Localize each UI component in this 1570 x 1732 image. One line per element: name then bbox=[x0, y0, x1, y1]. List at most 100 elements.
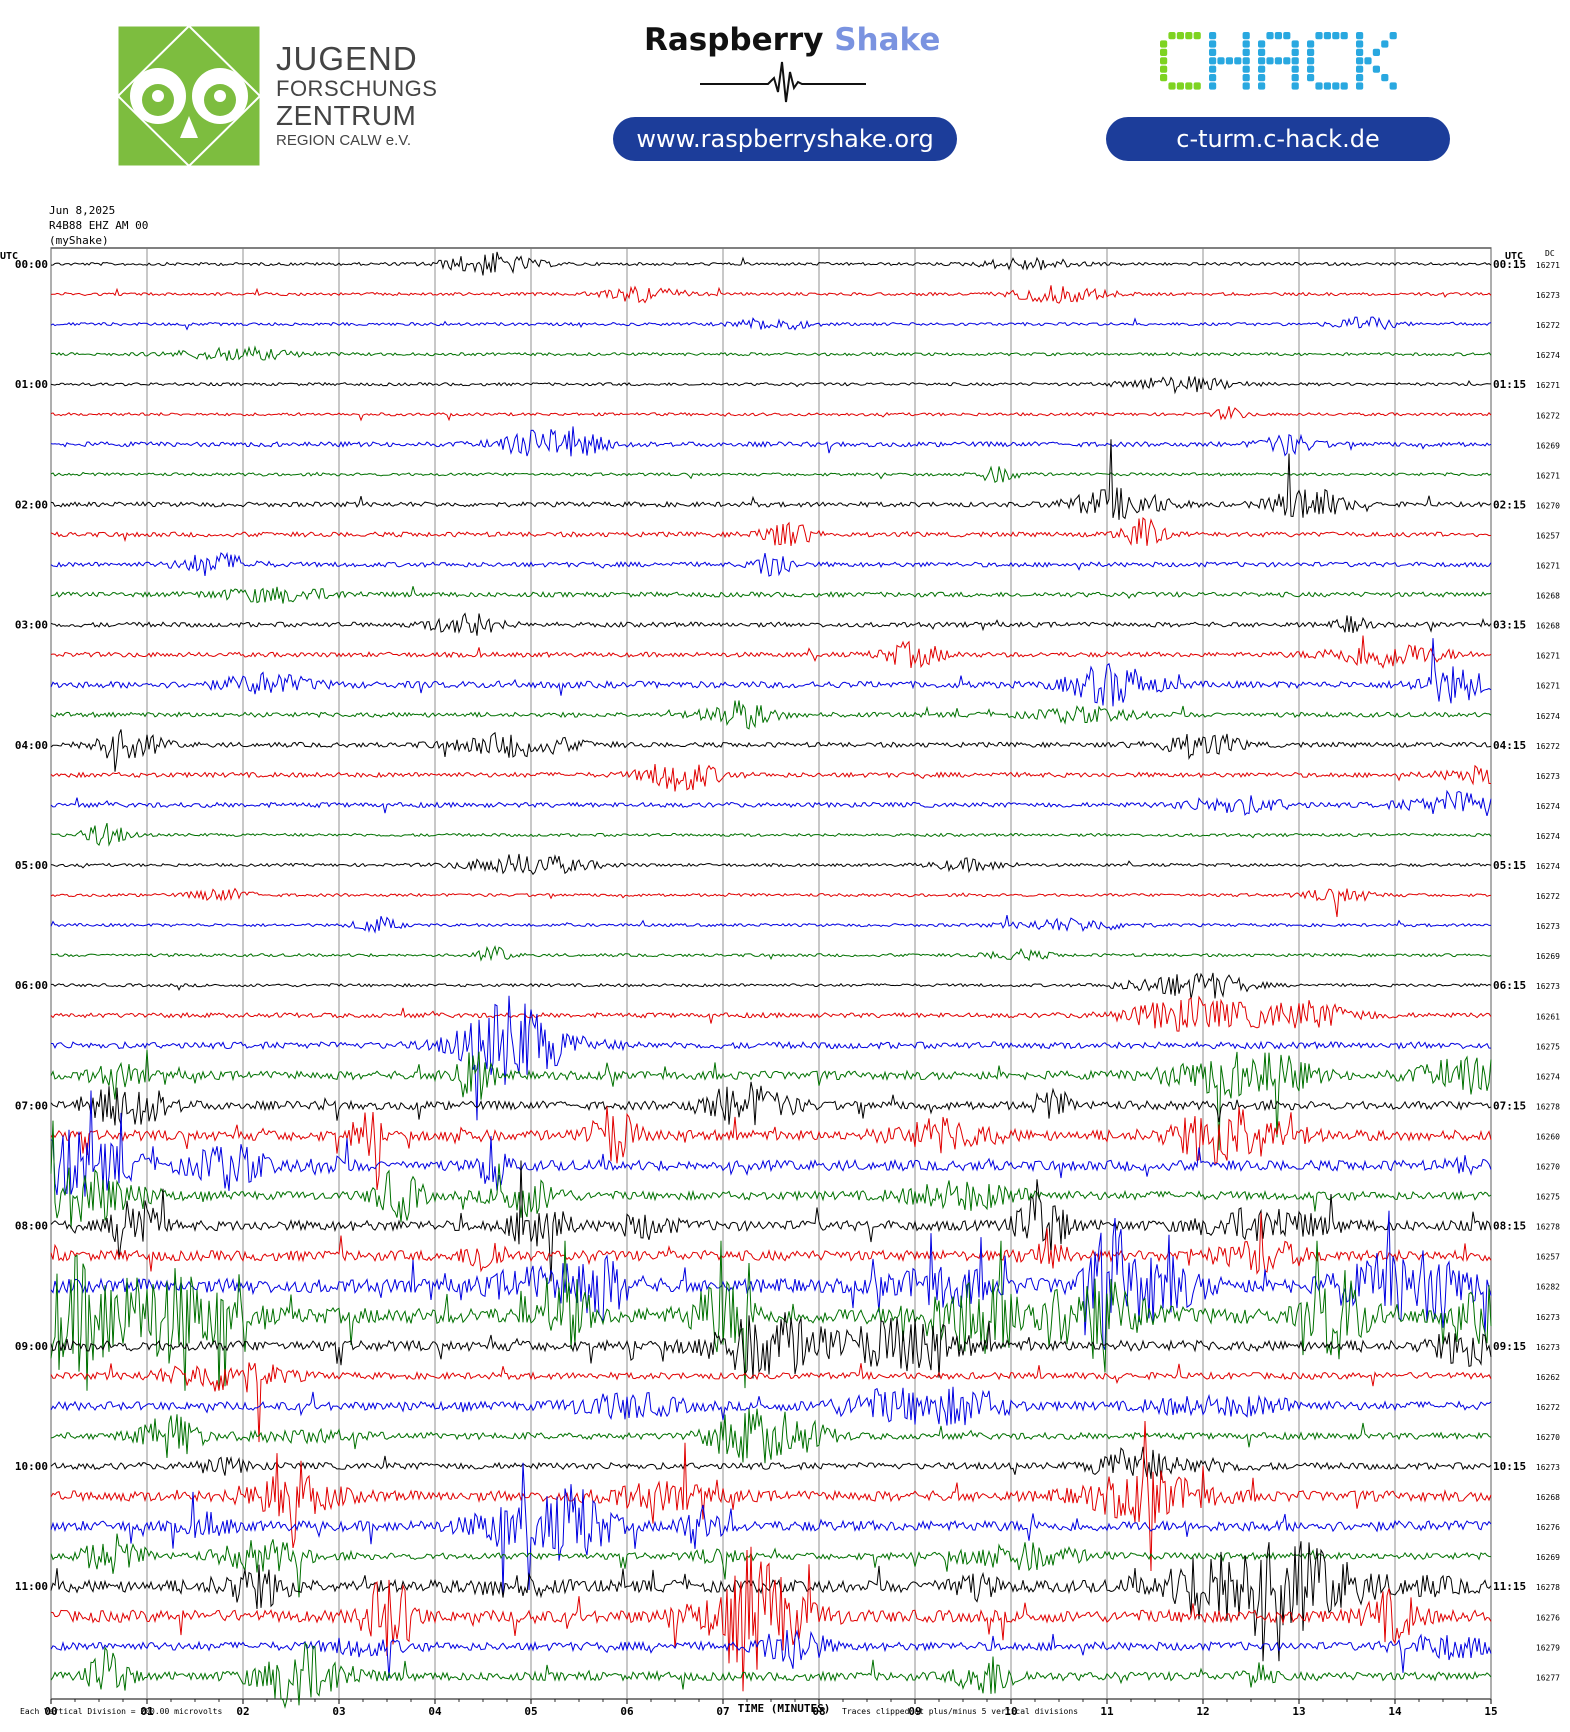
right-hour-label: 01:15 bbox=[1493, 378, 1526, 391]
left-hour-label: 06:00 bbox=[15, 979, 48, 992]
x-tick-label: 02 bbox=[236, 1705, 249, 1718]
dc-value: 16271 bbox=[1536, 562, 1560, 571]
left-hour-label: 11:00 bbox=[15, 1580, 48, 1593]
dc-value: 16274 bbox=[1536, 712, 1560, 721]
raspberryshake-url-button[interactable]: www.raspberryshake.org bbox=[613, 117, 957, 161]
dc-value: 16278 bbox=[1536, 1102, 1560, 1111]
chack-url-button[interactable]: c-turm.c-hack.de bbox=[1106, 117, 1450, 161]
dc-value: 16269 bbox=[1536, 441, 1560, 450]
trace-line bbox=[50, 729, 1492, 772]
right-hour-label: 10:15 bbox=[1493, 1460, 1526, 1473]
x-tick-label: 15 bbox=[1484, 1705, 1497, 1718]
trace-line bbox=[50, 638, 1492, 707]
jfz-owl-logo bbox=[118, 26, 260, 166]
left-hour-label: 07:00 bbox=[15, 1099, 48, 1112]
right-hour-label: 03:15 bbox=[1493, 619, 1526, 632]
trace-line bbox=[50, 1408, 1492, 1464]
dc-value: 16273 bbox=[1536, 291, 1560, 300]
dc-value: 16276 bbox=[1536, 1523, 1560, 1532]
dc-value: 16272 bbox=[1536, 742, 1560, 751]
dc-value: 16257 bbox=[1536, 1253, 1560, 1262]
dc-value: 16270 bbox=[1536, 1163, 1560, 1172]
dc-value: 16272 bbox=[1536, 892, 1560, 901]
right-axis-label: UTC bbox=[1505, 251, 1523, 262]
trace-line bbox=[50, 1240, 1492, 1391]
trace-line bbox=[50, 465, 1492, 483]
jfz-line-2: FORSCHUNGS bbox=[276, 76, 438, 101]
x-tick-label: 10 bbox=[1004, 1705, 1017, 1718]
trace-line bbox=[50, 586, 1492, 604]
left-hour-label: 01:00 bbox=[15, 378, 48, 391]
right-hour-label: 00:15 bbox=[1493, 258, 1526, 271]
dc-value: 16279 bbox=[1536, 1643, 1560, 1652]
jfz-line-3: ZENTRUM bbox=[276, 100, 417, 131]
trace-line bbox=[50, 1546, 1492, 1692]
trace-line bbox=[50, 1462, 1492, 1596]
trace-line bbox=[50, 251, 1492, 276]
seismo-wave-icon bbox=[700, 61, 866, 103]
dc-value: 16260 bbox=[1536, 1132, 1560, 1141]
station-label: R4B88 EHZ AM 00 bbox=[49, 219, 149, 232]
jfz-wordmark: JUGEND FORSCHUNGS ZENTRUM REGION CALW e.… bbox=[276, 42, 437, 148]
left-hour-label: 08:00 bbox=[15, 1220, 48, 1233]
right-hour-label: 09:15 bbox=[1493, 1340, 1526, 1353]
x-tick-label: 05 bbox=[524, 1705, 537, 1718]
dc-value: 16269 bbox=[1536, 952, 1560, 961]
right-hour-label: 07:15 bbox=[1493, 1099, 1526, 1112]
dc-label: DC bbox=[1545, 249, 1555, 258]
dc-value: 16273 bbox=[1536, 982, 1560, 991]
trace-line bbox=[50, 612, 1492, 636]
trace-line bbox=[50, 1090, 1492, 1197]
trace-line bbox=[51, 972, 1492, 1000]
x-tick-label: 14 bbox=[1388, 1705, 1402, 1718]
dc-value: 16262 bbox=[1536, 1373, 1560, 1382]
trace-line bbox=[50, 376, 1491, 395]
trace-line bbox=[50, 1533, 1492, 1598]
dc-value: 16271 bbox=[1536, 381, 1560, 390]
left-hour-label: 09:00 bbox=[15, 1340, 48, 1353]
dc-value: 16274 bbox=[1536, 862, 1560, 871]
dc-value: 16271 bbox=[1536, 682, 1560, 691]
dc-value: 16270 bbox=[1536, 501, 1560, 510]
left-hour-label: 05:00 bbox=[15, 859, 48, 872]
right-hour-label: 02:15 bbox=[1493, 498, 1526, 511]
dc-value: 16272 bbox=[1536, 1403, 1560, 1412]
dc-value: 16272 bbox=[1536, 321, 1560, 330]
dc-value: 16270 bbox=[1536, 1433, 1560, 1442]
trace-line bbox=[50, 1446, 1492, 1480]
trace-line bbox=[50, 763, 1491, 792]
left-hour-label: 03:00 bbox=[15, 619, 48, 632]
x-tick-label: 08 bbox=[812, 1705, 825, 1718]
trace-line bbox=[50, 1629, 1492, 1679]
trace-line bbox=[50, 995, 1492, 1032]
trace-line bbox=[50, 316, 1492, 331]
x-tick-label: 06 bbox=[620, 1705, 634, 1718]
left-hour-label: 02:00 bbox=[15, 498, 48, 511]
rs-title-a: Raspberry bbox=[644, 22, 824, 58]
x-tick-label: 03 bbox=[332, 1705, 345, 1718]
x-tick-label: 00 bbox=[44, 1705, 57, 1718]
trace-line bbox=[50, 995, 1492, 1121]
jfz-line-1: JUGEND bbox=[276, 40, 418, 77]
dc-value: 16272 bbox=[1536, 411, 1560, 420]
right-hour-label: 11:15 bbox=[1493, 1580, 1526, 1593]
trace-line bbox=[50, 516, 1492, 546]
bottom-left-note: Each Vertical Division = 200.00 microvol… bbox=[20, 1707, 222, 1716]
trace-line bbox=[50, 345, 1492, 361]
trace-line bbox=[50, 439, 1492, 520]
dc-value: 16277 bbox=[1536, 1673, 1560, 1682]
trace-line bbox=[50, 1386, 1492, 1426]
dc-value: 16273 bbox=[1536, 1343, 1560, 1352]
trace-line bbox=[50, 635, 1492, 669]
trace-line bbox=[50, 1420, 1492, 1572]
dc-value: 16273 bbox=[1536, 1313, 1560, 1322]
x-tick-label: 12 bbox=[1196, 1705, 1209, 1718]
dc-value: 16271 bbox=[1536, 261, 1560, 270]
x-tick-label: 04 bbox=[428, 1705, 442, 1718]
x-tick-label: 07 bbox=[716, 1705, 729, 1718]
dc-value: 16276 bbox=[1536, 1613, 1560, 1622]
rs-title-b: Shake bbox=[834, 22, 941, 58]
trace-line bbox=[50, 1106, 1492, 1190]
right-hour-label: 04:15 bbox=[1493, 739, 1526, 752]
